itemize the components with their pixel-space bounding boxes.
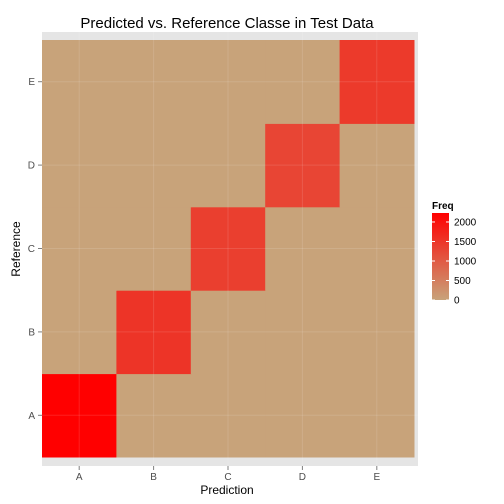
y-axis-ticks: A B C D E bbox=[28, 77, 42, 422]
heatmap-cell-ref-E-pred-C bbox=[190, 40, 266, 124]
y-tick-label: D bbox=[28, 161, 35, 172]
heatmap-cell-ref-C-pred-B bbox=[116, 206, 192, 291]
chart-title: Predicted vs. Reference Classe in Test D… bbox=[80, 15, 374, 32]
x-tick-label: A bbox=[76, 472, 83, 483]
x-axis-label: Prediction bbox=[200, 483, 253, 497]
y-tick-label: C bbox=[28, 244, 35, 255]
legend-tick-label: 500 bbox=[454, 276, 471, 287]
heatmap-cells bbox=[42, 32, 418, 466]
heatmap-cell-ref-B-pred-D bbox=[265, 290, 341, 375]
heatmap-cell-ref-C-pred-C bbox=[190, 206, 266, 291]
heatmap-cell-ref-E-pred-B bbox=[116, 40, 192, 124]
heatmap-cell-ref-C-pred-A bbox=[42, 206, 117, 291]
y-tick-label: B bbox=[28, 327, 35, 338]
legend-colorbar bbox=[432, 213, 449, 300]
heatmap-cell-ref-B-pred-B bbox=[116, 290, 192, 375]
x-tick-label: B bbox=[150, 472, 157, 483]
x-tick-label: E bbox=[373, 472, 380, 483]
heatmap-cell-ref-A-pred-E bbox=[339, 373, 415, 458]
y-tick-label: A bbox=[28, 411, 35, 422]
x-tick-label: C bbox=[224, 472, 231, 483]
heatmap-cell-ref-B-pred-E bbox=[339, 290, 415, 375]
heatmap-cell-ref-A-pred-C bbox=[190, 373, 266, 458]
heatmap-cell-ref-B-pred-A bbox=[42, 290, 117, 375]
heatmap-cell-ref-D-pred-A bbox=[42, 123, 117, 208]
heatmap-cell-ref-D-pred-D bbox=[265, 123, 341, 208]
heatmap-cell-ref-C-pred-E bbox=[339, 206, 415, 291]
heatmap-cell-ref-C-pred-D bbox=[265, 206, 341, 291]
legend-tick-label: 1000 bbox=[454, 256, 477, 267]
heatmap-cell-ref-E-pred-E bbox=[339, 40, 415, 124]
heatmap-cell-ref-E-pred-D bbox=[265, 40, 341, 124]
y-axis-label: Reference bbox=[9, 221, 23, 277]
heatmap-cell-ref-A-pred-D bbox=[265, 373, 341, 458]
legend-tick-label: 2000 bbox=[454, 217, 477, 228]
heatmap-cell-ref-D-pred-B bbox=[116, 123, 192, 208]
legend-ticks: 0 500 1000 1500 2000 bbox=[432, 217, 477, 307]
legend-tick-label: 1500 bbox=[454, 237, 477, 248]
heatmap-cell-ref-A-pred-B bbox=[116, 373, 192, 458]
heatmap-cell-ref-D-pred-C bbox=[190, 123, 266, 208]
x-tick-label: D bbox=[299, 472, 306, 483]
legend-title: Freq bbox=[432, 201, 454, 212]
x-axis-ticks: A B C D E bbox=[76, 466, 380, 483]
legend: Freq 0 500 1000 1500 2000 bbox=[432, 201, 477, 307]
heatmap-cell-ref-A-pred-A bbox=[42, 373, 117, 458]
legend-tick-label: 0 bbox=[454, 296, 460, 307]
heatmap-cell-ref-D-pred-E bbox=[339, 123, 415, 208]
y-tick-label: E bbox=[28, 77, 35, 88]
heatmap-cell-ref-B-pred-C bbox=[190, 290, 266, 375]
heatmap-cell-ref-E-pred-A bbox=[42, 40, 117, 124]
